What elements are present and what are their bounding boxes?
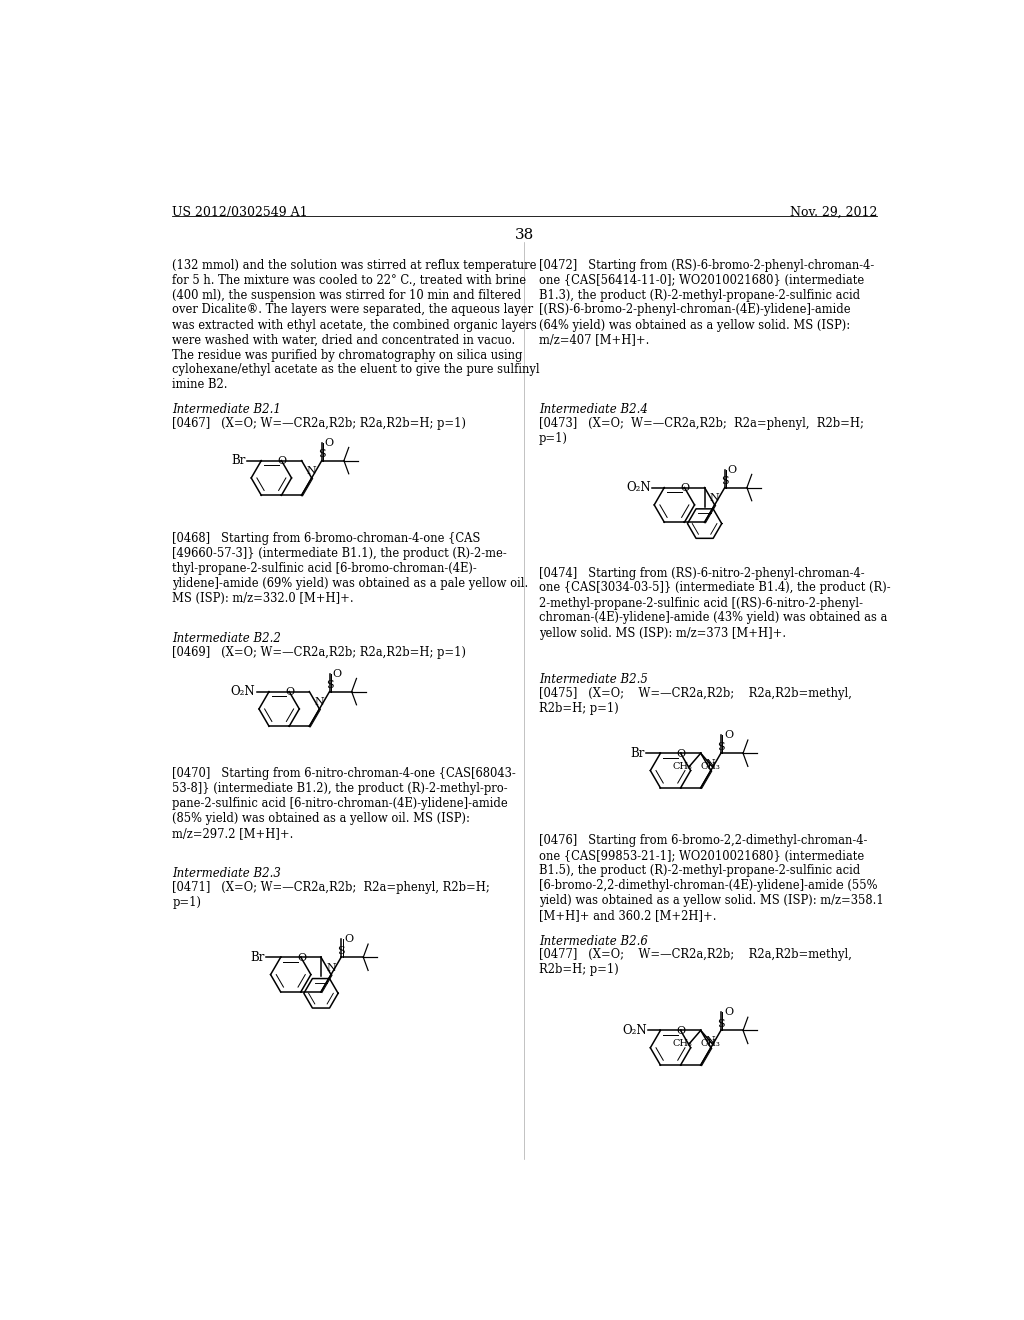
Text: [0475]   (X=O;    W=—CR2a,R2b;    R2a,R2b=methyl,
R2b=H; p=1): [0475] (X=O; W=—CR2a,R2b; R2a,R2b=methyl…: [539, 686, 852, 714]
Text: [0473]   (X=O;  W=—CR2a,R2b;  R2a=phenyl,  R2b=H;
p=1): [0473] (X=O; W=—CR2a,R2b; R2a=phenyl, R2…: [539, 417, 863, 445]
Text: O: O: [286, 688, 295, 697]
Text: N: N: [314, 697, 325, 708]
Text: [0469]   (X=O; W=—CR2a,R2b; R2a,R2b=H; p=1): [0469] (X=O; W=—CR2a,R2b; R2a,R2b=H; p=1…: [172, 645, 466, 659]
Text: [0472]   Starting from (RS)-6-bromo-2-phenyl-chroman-4-
one {CAS[56414-11-0]; WO: [0472] Starting from (RS)-6-bromo-2-phen…: [539, 259, 874, 346]
Text: S: S: [717, 742, 725, 751]
Text: O₂N: O₂N: [622, 1024, 646, 1038]
Text: Intermediate B2.2: Intermediate B2.2: [172, 632, 281, 645]
Text: N: N: [706, 1036, 716, 1047]
Text: [0474]   Starting from (RS)-6-nitro-2-phenyl-chroman-4-
one {CAS[3034-03-5]} (in: [0474] Starting from (RS)-6-nitro-2-phen…: [539, 566, 891, 639]
Text: O: O: [724, 1007, 733, 1018]
Text: S: S: [717, 1019, 725, 1028]
Text: O₂N: O₂N: [626, 480, 650, 494]
Text: Intermediate B2.6: Intermediate B2.6: [539, 935, 647, 948]
Text: O: O: [677, 748, 686, 759]
Text: O: O: [297, 953, 306, 964]
Text: [0467]   (X=O; W=—CR2a,R2b; R2a,R2b=H; p=1): [0467] (X=O; W=—CR2a,R2b; R2a,R2b=H; p=1…: [172, 417, 466, 430]
Text: N: N: [327, 964, 336, 973]
Text: O: O: [677, 1026, 686, 1036]
Text: S: S: [721, 477, 728, 486]
Text: O: O: [325, 438, 334, 447]
Text: O: O: [681, 483, 690, 494]
Text: Intermediate B2.1: Intermediate B2.1: [172, 404, 281, 416]
Text: [0470]   Starting from 6-nitro-chroman-4-one {CAS[68043-
53-8]} (intermediate B1: [0470] Starting from 6-nitro-chroman-4-o…: [172, 767, 516, 840]
Text: Br: Br: [231, 454, 246, 467]
Text: Intermediate B2.5: Intermediate B2.5: [539, 673, 647, 686]
Text: N: N: [710, 494, 720, 503]
Text: S: S: [317, 449, 326, 459]
Text: [0477]   (X=O;    W=—CR2a,R2b;    R2a,R2b=methyl,
R2b=H; p=1): [0477] (X=O; W=—CR2a,R2b; R2a,R2b=methyl…: [539, 948, 852, 977]
Text: O: O: [728, 465, 737, 475]
Text: S: S: [337, 945, 345, 956]
Text: S: S: [326, 680, 334, 690]
Text: [0476]   Starting from 6-bromo-2,2-dimethyl-chroman-4-
one {CAS[99853-21-1]; WO2: [0476] Starting from 6-bromo-2,2-dimethy…: [539, 834, 884, 923]
Text: Intermediate B2.4: Intermediate B2.4: [539, 404, 647, 416]
Text: O: O: [344, 935, 353, 944]
Text: [0471]   (X=O; W=—CR2a,R2b;  R2a=phenyl, R2b=H;
p=1): [0471] (X=O; W=—CR2a,R2b; R2a=phenyl, R2…: [172, 880, 489, 908]
Text: O₂N: O₂N: [230, 685, 255, 698]
Text: Nov. 29, 2012: Nov. 29, 2012: [791, 206, 878, 219]
Text: Br: Br: [630, 747, 644, 760]
Text: O: O: [333, 669, 342, 678]
Text: 38: 38: [515, 227, 535, 242]
Text: [0468]   Starting from 6-bromo-chroman-4-one {CAS
[49660-57-3]} (intermediate B1: [0468] Starting from 6-bromo-chroman-4-o…: [172, 532, 528, 605]
Text: N: N: [307, 466, 316, 477]
Text: CH₃: CH₃: [673, 762, 692, 771]
Text: CH₃: CH₃: [700, 1039, 721, 1048]
Text: O: O: [724, 730, 733, 741]
Text: O: O: [278, 457, 287, 466]
Text: US 2012/0302549 A1: US 2012/0302549 A1: [172, 206, 308, 219]
Text: Intermediate B2.3: Intermediate B2.3: [172, 867, 281, 880]
Text: Br: Br: [250, 950, 265, 964]
Text: N: N: [706, 759, 716, 770]
Text: CH₃: CH₃: [673, 1039, 692, 1048]
Text: CH₃: CH₃: [700, 762, 721, 771]
Text: (132 mmol) and the solution was stirred at reflux temperature
for 5 h. The mixtu: (132 mmol) and the solution was stirred …: [172, 259, 540, 392]
